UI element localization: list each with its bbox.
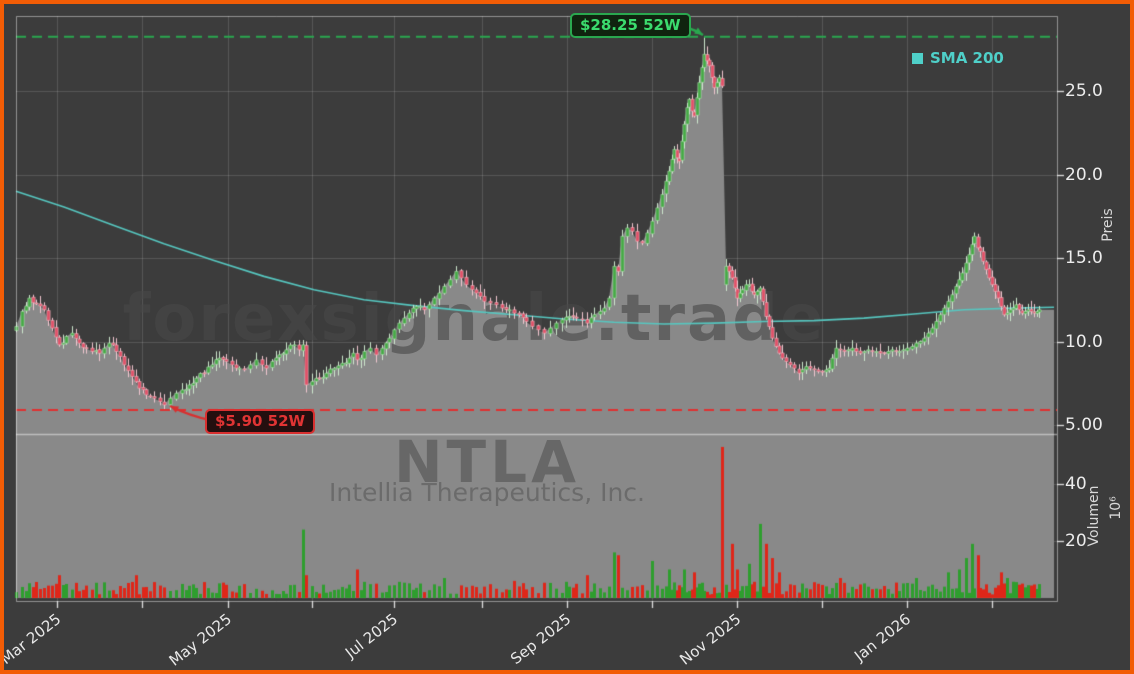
price-volume-plot-canvas[interactable] xyxy=(4,4,1130,670)
sma200-legend[interactable]: SMA 200 xyxy=(912,49,1004,67)
sma200-legend-label: SMA 200 xyxy=(930,49,1004,67)
low-52w-badge[interactable]: $5.90 52W xyxy=(205,409,316,434)
annotation-layer: SMA 200 $28.25 52W $5.90 52W xyxy=(4,4,1130,670)
sma200-legend-swatch-icon xyxy=(912,52,923,64)
high-52w-badge[interactable]: $28.25 52W xyxy=(570,13,691,38)
